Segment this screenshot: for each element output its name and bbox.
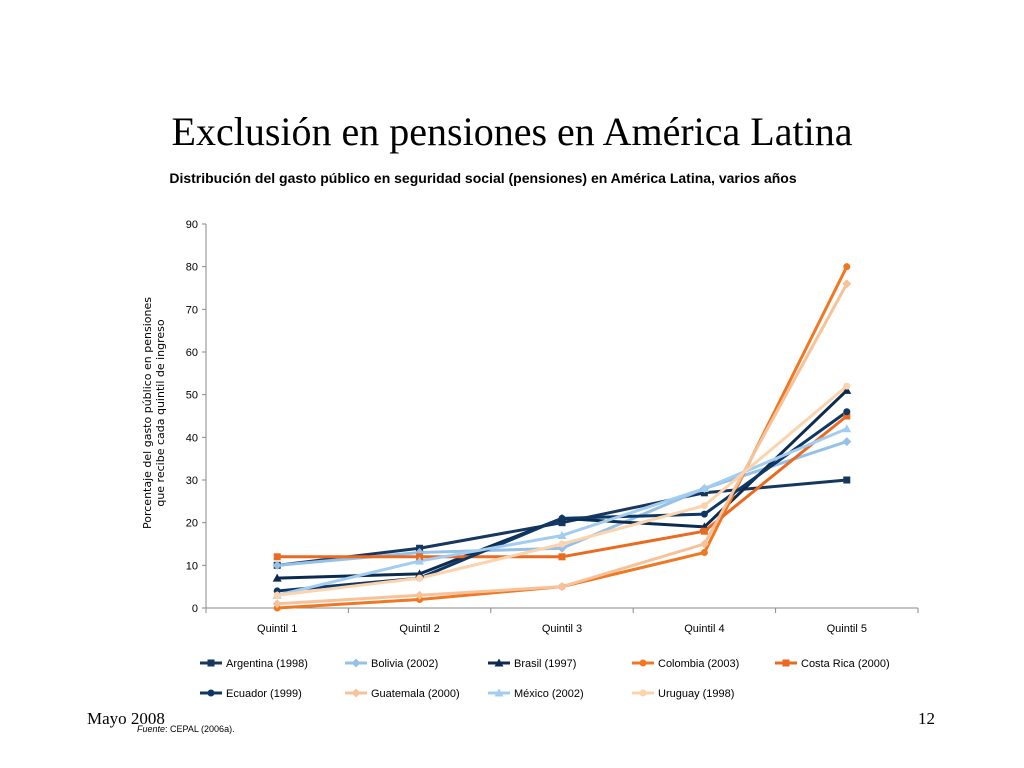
legend-marker	[494, 688, 504, 697]
x-tick-label: Quintil 3	[542, 623, 582, 635]
legend-marker	[639, 689, 647, 697]
data-point	[700, 549, 708, 557]
data-point	[558, 540, 566, 548]
slide-title: Exclusión en pensiones en América Latina	[171, 109, 853, 154]
data-point	[842, 279, 852, 289]
legend-label: Colombia (2003)	[658, 658, 739, 670]
data-point	[272, 599, 282, 609]
legend-label: Guatemala (2000)	[371, 688, 460, 700]
data-point	[557, 582, 567, 592]
data-point	[843, 408, 851, 416]
y-tick-label: 40	[186, 432, 198, 444]
legend-marker	[782, 659, 790, 667]
y-tick-label: 30	[186, 475, 198, 487]
data-point	[842, 385, 852, 394]
data-point	[700, 510, 708, 518]
x-tick-label: Quintil 1	[257, 623, 297, 635]
chart-title: Distribución del gasto público en seguri…	[169, 170, 797, 186]
data-point	[415, 569, 425, 578]
data-point	[558, 514, 566, 522]
data-point	[842, 424, 852, 433]
data-point	[843, 263, 851, 271]
footer-date: Mayo 2008	[87, 709, 165, 728]
legend-label: Costa Rica (2000)	[801, 658, 890, 670]
y-tick-label: 60	[186, 347, 198, 359]
data-point	[843, 382, 851, 390]
data-point	[700, 527, 708, 535]
legend-marker	[639, 659, 647, 667]
y-tick-label: 20	[186, 518, 198, 530]
data-point	[273, 591, 281, 599]
legend-label: Brasil (1997)	[514, 658, 576, 670]
data-point	[700, 502, 708, 510]
y-tick-label: 10	[186, 560, 198, 572]
slide-number: 12	[918, 709, 935, 728]
y-tick-label: 70	[186, 304, 198, 316]
data-point	[843, 476, 851, 484]
legend-marker	[351, 688, 361, 698]
data-point	[842, 437, 852, 447]
data-point	[273, 553, 281, 561]
legend-marker	[494, 658, 504, 667]
data-point	[558, 553, 566, 561]
x-tick-label: Quintil 4	[684, 623, 724, 635]
legend-label: México (2002)	[514, 688, 584, 700]
data-point	[272, 573, 282, 582]
x-tick-label: Quintil 2	[399, 623, 439, 635]
legend-marker	[351, 658, 361, 668]
legend-label: Ecuador (1999)	[226, 688, 302, 700]
y-tick-label: 0	[192, 603, 198, 615]
y-tick-label: 90	[186, 219, 198, 231]
y-tick-label: 50	[186, 390, 198, 402]
data-point	[416, 574, 424, 582]
data-point	[699, 539, 709, 549]
data-point	[558, 519, 566, 527]
data-point	[557, 530, 567, 539]
data-point	[272, 560, 282, 570]
legend-marker	[207, 689, 215, 697]
source-text: : CEPAL (2006a).	[165, 724, 235, 734]
data-point	[699, 484, 709, 493]
source-prefix: Fuente	[137, 724, 166, 734]
legend-label: Argentina (1998)	[226, 658, 308, 670]
legend-label: Uruguay (1998)	[658, 688, 734, 700]
y-tick-label: 80	[186, 262, 198, 274]
legend-marker	[207, 659, 215, 667]
source-note: Fuente: CEPAL (2006a).	[137, 724, 235, 734]
legend-label: Bolivia (2002)	[371, 658, 438, 670]
series-line	[276, 427, 848, 597]
x-tick-label: Quintil 5	[827, 623, 867, 635]
data-point	[843, 412, 851, 420]
data-point	[415, 556, 425, 565]
data-point	[415, 590, 425, 600]
series-line	[277, 384, 848, 597]
